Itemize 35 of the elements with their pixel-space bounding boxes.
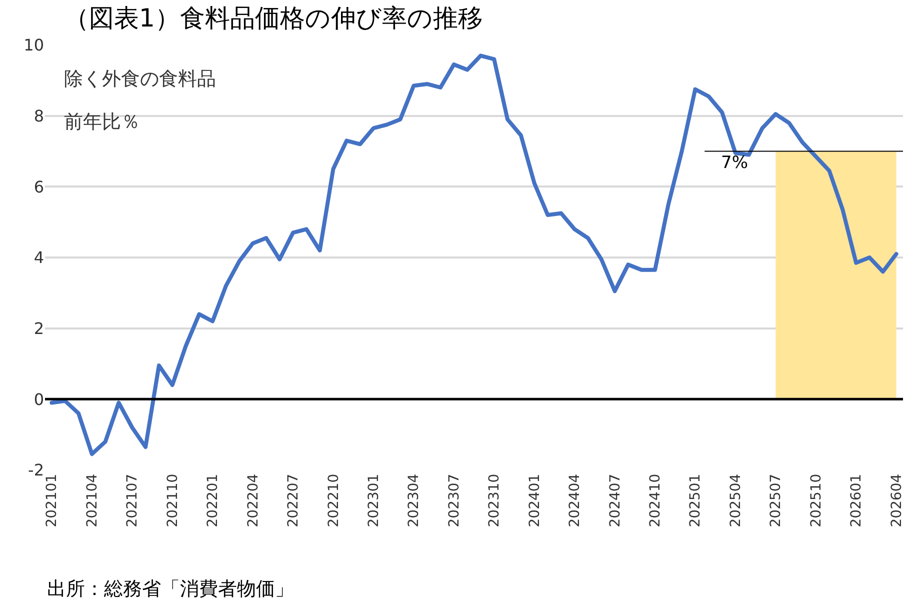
x-tick-label: 202604 <box>888 474 905 528</box>
x-tick-label: 202104 <box>84 474 100 528</box>
text: 出所：総務省「消費者物価」 <box>47 578 294 600</box>
annotation: 除く外食の食料品 <box>64 68 216 90</box>
x-tick-label: 202207 <box>286 474 302 528</box>
x-tick-label: 202410 <box>648 474 664 528</box>
ref-line-label: 7% <box>721 153 748 173</box>
x-tick-label: 202404 <box>567 474 584 528</box>
y-tick-label: -2 <box>28 460 44 480</box>
x-tick-label: 202101 <box>44 474 60 528</box>
chart-title: （図表1）食料品価格の伸び率の推移 <box>64 4 483 33</box>
x-tick-label: 202401 <box>526 474 543 528</box>
line-series <box>50 54 898 456</box>
x-tick-label: 202310 <box>486 474 503 528</box>
x-tick-label: 202201 <box>205 474 222 528</box>
x-tick-label: 202204 <box>245 474 262 528</box>
x-tick-label: 202501 <box>688 474 704 528</box>
y-tick-label: 2 <box>34 318 44 338</box>
x-tick-label: 202110 <box>164 474 181 528</box>
y-tick-label: 0 <box>34 390 44 409</box>
x-tick-label: 202210 <box>326 474 342 528</box>
x-tick-label: 202504 <box>728 474 744 528</box>
x-tick-label: 202510 <box>808 474 824 528</box>
x-tick-label: 202301 <box>366 474 382 528</box>
x-tick-label: 202407 <box>607 474 624 528</box>
annotation: 前年比％ <box>64 111 140 133</box>
x-tick-label: 202307 <box>446 474 462 528</box>
x-tick-label: 202601 <box>848 474 865 528</box>
x-tick-label: 202304 <box>406 474 422 528</box>
y-tick-label: 8 <box>34 106 44 126</box>
x-tick-label: 202507 <box>768 474 784 528</box>
y-tick-label: 10 <box>24 36 44 55</box>
y-tick-label: 4 <box>34 248 44 268</box>
y-tick-label: 6 <box>34 177 44 196</box>
x-tick-label: 202107 <box>124 474 141 528</box>
